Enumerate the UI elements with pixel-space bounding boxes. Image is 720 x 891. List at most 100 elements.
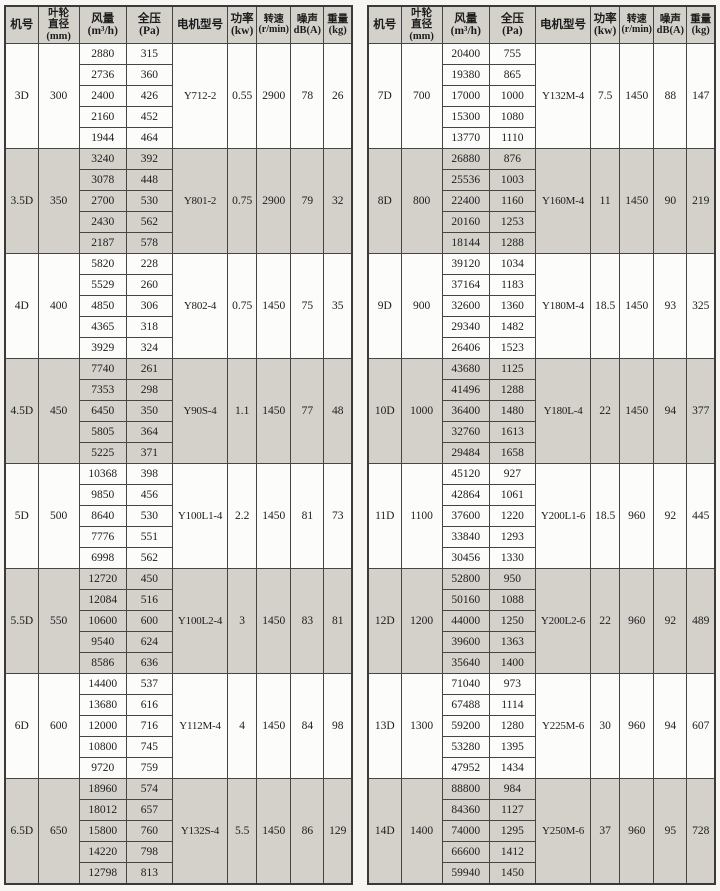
spec-row: 59940 1450 [368, 862, 715, 885]
spec-row: 2736 360 [5, 64, 352, 86]
airflow-cell: 36400 [441, 400, 490, 422]
spec-row: 5805 364 [5, 421, 352, 443]
weight-cell: 489 [686, 568, 716, 674]
weight-cell: 219 [686, 148, 716, 254]
airflow-cell: 3078 [78, 169, 127, 191]
spec-row: 44000 1250 [368, 610, 715, 632]
airflow-cell: 2400 [78, 85, 127, 107]
table-body: 7D 700 20400 755 Y132M-4 7.5 1450 88 147 19380 865… [367, 43, 716, 885]
noise-cell: 84 [290, 673, 325, 779]
power-cell: 11 [590, 148, 621, 254]
airflow-cell: 45120 [441, 463, 490, 485]
pressure-cell: 578 [125, 232, 173, 254]
model-cell: 3D [4, 43, 39, 149]
airflow-cell: 3929 [78, 337, 127, 359]
airflow-cell: 10368 [78, 463, 127, 485]
weight-cell: 728 [686, 778, 716, 885]
motor-cell: Y132M-4 [534, 43, 592, 149]
motor-cell: Y132S-4 [171, 778, 229, 885]
speed-cell: 1450 [619, 253, 655, 359]
spec-row: 2700 530 [5, 190, 352, 212]
weight-cell: 26 [323, 43, 353, 149]
pressure-cell: 657 [125, 799, 173, 821]
airflow-cell: 32600 [441, 295, 490, 317]
noise-cell: 77 [290, 358, 325, 464]
pressure-cell: 551 [125, 526, 173, 548]
pressure-cell: 1363 [488, 631, 536, 653]
spec-row: 10D 1000 43680 1125 Y180L-4 22 1450 94 377 [367, 358, 716, 464]
noise-cell: 75 [290, 253, 325, 359]
spec-row: 15300 1080 [368, 106, 715, 128]
airflow-cell: 29484 [441, 442, 490, 464]
model-cell: 4D [4, 253, 39, 359]
model-cell: 3.5D [4, 148, 39, 254]
header-row: 机号 叶轮 直径 (mm) 风量 (m³/h) 全压 (Pa) 电机型号 功率 (kw) … [367, 5, 716, 44]
fan-spec-table-right: 机号 叶轮 直径 (mm) 风量 (m³/h) 全压 (Pa) 电机型号 功率 (kw) … [367, 5, 716, 885]
airflow-cell: 39120 [441, 253, 490, 275]
spec-row: 42864 1061 [368, 484, 715, 506]
model-cell: 9D [367, 253, 402, 359]
spec-row: 41496 1288 [368, 379, 715, 401]
pressure-cell: 1061 [488, 484, 536, 506]
airflow-cell: 13770 [441, 127, 490, 149]
power-cell: 5.5 [227, 778, 258, 885]
pressure-cell: 315 [125, 43, 173, 65]
pressure-cell: 1395 [488, 736, 536, 758]
airflow-cell: 67488 [441, 694, 490, 716]
pressure-cell: 1434 [488, 757, 536, 779]
pressure-cell: 306 [125, 295, 173, 317]
airflow-cell: 2880 [78, 43, 127, 65]
motor-cell: Y160M-4 [534, 148, 592, 254]
spec-row: 32760 1613 [368, 421, 715, 443]
spec-row: 8586 636 [5, 652, 352, 674]
pressure-cell: 1250 [488, 610, 536, 632]
pressure-cell: 745 [125, 736, 173, 758]
power-cell: 1.1 [227, 358, 258, 464]
pressure-cell: 1183 [488, 274, 536, 296]
airflow-cell: 33840 [441, 526, 490, 548]
spec-row: 3929 324 [5, 337, 352, 359]
pressure-cell: 574 [125, 778, 173, 800]
airflow-cell: 8640 [78, 505, 127, 527]
spec-row: 2400 426 [5, 85, 352, 107]
airflow-cell: 18144 [441, 232, 490, 254]
col-header-motor: 电机型号 [534, 5, 592, 44]
airflow-cell: 12720 [78, 568, 127, 590]
airflow-cell: 4365 [78, 316, 127, 338]
airflow-cell: 74000 [441, 820, 490, 842]
diameter-cell: 350 [37, 148, 80, 254]
spec-row: 8D 800 26880 876 Y160M-4 11 1450 90 219 [367, 148, 716, 254]
spec-row: 15800 760 [5, 820, 352, 842]
diameter-cell: 1200 [400, 568, 443, 674]
spec-row: 6D 600 14400 537 Y112M-4 4 1450 84 98 [4, 673, 353, 779]
power-cell: 0.75 [227, 253, 258, 359]
pressure-cell: 950 [488, 568, 536, 590]
weight-cell: 98 [323, 673, 353, 779]
pressure-cell: 562 [125, 547, 173, 569]
pressure-cell: 1288 [488, 232, 536, 254]
airflow-cell: 6998 [78, 547, 127, 569]
pressure-cell: 324 [125, 337, 173, 359]
airflow-cell: 10600 [78, 610, 127, 632]
pressure-cell: 1330 [488, 547, 536, 569]
pressure-cell: 1360 [488, 295, 536, 317]
model-cell: 13D [367, 673, 402, 779]
pressure-cell: 984 [488, 778, 536, 800]
power-cell: 18.5 [590, 253, 621, 359]
weight-cell: 81 [323, 568, 353, 674]
motor-cell: Y250M-6 [534, 778, 592, 885]
spec-row: 13D 1300 71040 973 Y225M-6 30 960 94 607 [367, 673, 716, 779]
weight-cell: 32 [323, 148, 353, 254]
spec-row: 10600 600 [5, 610, 352, 632]
airflow-cell: 37600 [441, 505, 490, 527]
pressure-cell: 1658 [488, 442, 536, 464]
spec-row: 84360 1127 [368, 799, 715, 821]
pressure-cell: 537 [125, 673, 173, 695]
spec-row: 2430 562 [5, 211, 352, 233]
speed-cell: 960 [619, 778, 655, 885]
spec-row: 12084 516 [5, 589, 352, 611]
spec-row: 29340 1482 [368, 316, 715, 338]
pressure-cell: 260 [125, 274, 173, 296]
airflow-cell: 30456 [441, 547, 490, 569]
pressure-cell: 562 [125, 211, 173, 233]
